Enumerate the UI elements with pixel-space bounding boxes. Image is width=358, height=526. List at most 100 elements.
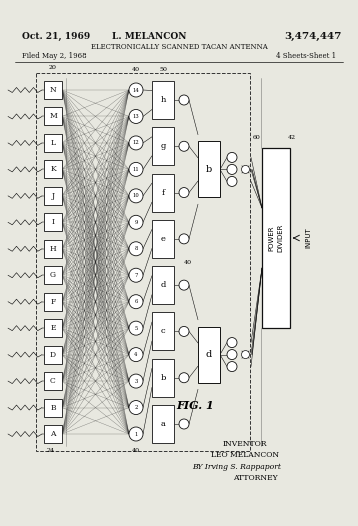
Text: e: e bbox=[160, 235, 165, 243]
Text: 1: 1 bbox=[134, 431, 138, 437]
Text: 11: 11 bbox=[132, 167, 139, 172]
Text: 7: 7 bbox=[134, 272, 138, 278]
Bar bbox=[152, 174, 174, 211]
Text: L. MELANCON: L. MELANCON bbox=[112, 32, 186, 41]
Circle shape bbox=[129, 400, 143, 414]
Text: I: I bbox=[52, 218, 54, 226]
Text: d: d bbox=[160, 281, 166, 289]
Text: d: d bbox=[206, 350, 212, 359]
Text: 6: 6 bbox=[134, 299, 138, 304]
Text: N: N bbox=[50, 86, 56, 94]
Circle shape bbox=[227, 176, 237, 186]
Text: 3: 3 bbox=[134, 379, 138, 383]
Text: ATTORNEY: ATTORNEY bbox=[233, 474, 277, 482]
Bar bbox=[44, 372, 62, 390]
Text: J: J bbox=[52, 192, 54, 200]
Text: h: h bbox=[160, 96, 166, 104]
Circle shape bbox=[179, 234, 189, 244]
Text: 4 Sheets-Sheet 1: 4 Sheets-Sheet 1 bbox=[276, 52, 336, 60]
Text: K: K bbox=[50, 165, 56, 174]
Circle shape bbox=[129, 242, 143, 256]
Text: E: E bbox=[50, 324, 56, 332]
Bar bbox=[152, 220, 174, 258]
Text: c: c bbox=[161, 327, 165, 336]
Text: Oct. 21, 1969: Oct. 21, 1969 bbox=[22, 32, 90, 41]
Circle shape bbox=[179, 327, 189, 337]
Text: C: C bbox=[50, 377, 56, 385]
Circle shape bbox=[242, 350, 250, 359]
Circle shape bbox=[129, 215, 143, 229]
Bar bbox=[44, 292, 62, 311]
Bar bbox=[44, 266, 62, 284]
Text: 40: 40 bbox=[184, 259, 192, 265]
Bar bbox=[44, 81, 62, 99]
Bar bbox=[152, 127, 174, 165]
Bar bbox=[152, 359, 174, 397]
Circle shape bbox=[179, 141, 189, 151]
Bar bbox=[44, 214, 62, 231]
Text: 42: 42 bbox=[288, 135, 296, 140]
Text: 14: 14 bbox=[132, 87, 139, 93]
Circle shape bbox=[227, 361, 237, 371]
Text: ELECTRONICALLY SCANNED TACAN ANTENNA: ELECTRONICALLY SCANNED TACAN ANTENNA bbox=[91, 43, 267, 51]
Text: b: b bbox=[160, 373, 166, 382]
Circle shape bbox=[129, 189, 143, 203]
Text: H: H bbox=[50, 245, 56, 253]
Text: FIG. 1: FIG. 1 bbox=[176, 400, 214, 411]
Text: A: A bbox=[50, 430, 56, 438]
Circle shape bbox=[129, 348, 143, 361]
Bar bbox=[44, 107, 62, 126]
Circle shape bbox=[129, 268, 143, 282]
Text: INVENTOR
LEO MELANCON: INVENTOR LEO MELANCON bbox=[211, 440, 279, 459]
Bar bbox=[198, 327, 220, 382]
Text: g: g bbox=[160, 143, 166, 150]
Bar bbox=[262, 148, 290, 328]
Text: 12: 12 bbox=[132, 140, 139, 145]
Circle shape bbox=[179, 188, 189, 198]
Bar bbox=[44, 134, 62, 152]
Circle shape bbox=[242, 166, 250, 174]
Text: 40: 40 bbox=[132, 448, 140, 453]
Circle shape bbox=[179, 95, 189, 105]
Circle shape bbox=[129, 109, 143, 124]
Bar bbox=[44, 425, 62, 443]
Text: D: D bbox=[50, 351, 56, 359]
Bar bbox=[152, 405, 174, 443]
Bar bbox=[152, 81, 174, 119]
Text: INPUT: INPUT bbox=[305, 228, 311, 248]
Bar bbox=[152, 312, 174, 350]
Circle shape bbox=[227, 338, 237, 348]
Text: B: B bbox=[50, 403, 56, 411]
Circle shape bbox=[227, 153, 237, 163]
Text: L: L bbox=[50, 139, 55, 147]
Text: 8: 8 bbox=[134, 246, 138, 251]
Bar bbox=[44, 240, 62, 258]
Text: POWER
DIVIDER: POWER DIVIDER bbox=[268, 224, 284, 252]
Text: 10: 10 bbox=[132, 194, 139, 198]
Text: 2: 2 bbox=[134, 405, 138, 410]
Bar bbox=[198, 141, 220, 197]
Text: 13: 13 bbox=[132, 114, 139, 119]
Circle shape bbox=[129, 295, 143, 309]
Bar bbox=[44, 319, 62, 337]
Bar bbox=[152, 266, 174, 304]
Text: 50: 50 bbox=[159, 67, 167, 72]
Text: b: b bbox=[206, 165, 212, 174]
Text: M: M bbox=[49, 113, 57, 120]
Text: 5: 5 bbox=[134, 326, 138, 331]
Text: F: F bbox=[50, 298, 55, 306]
Circle shape bbox=[129, 83, 143, 97]
Bar bbox=[36, 73, 250, 451]
Text: 3,474,447: 3,474,447 bbox=[285, 32, 342, 41]
Text: 9: 9 bbox=[134, 220, 138, 225]
Text: 4: 4 bbox=[134, 352, 138, 357]
Text: f: f bbox=[161, 189, 165, 197]
Text: a: a bbox=[160, 420, 165, 428]
Circle shape bbox=[129, 163, 143, 176]
Text: 24: 24 bbox=[47, 448, 55, 453]
Text: BY Irving S. Rappaport: BY Irving S. Rappaport bbox=[193, 463, 281, 471]
Circle shape bbox=[227, 165, 237, 175]
Circle shape bbox=[179, 280, 189, 290]
Circle shape bbox=[129, 427, 143, 441]
Text: Filed May 2, 1968: Filed May 2, 1968 bbox=[22, 52, 87, 60]
